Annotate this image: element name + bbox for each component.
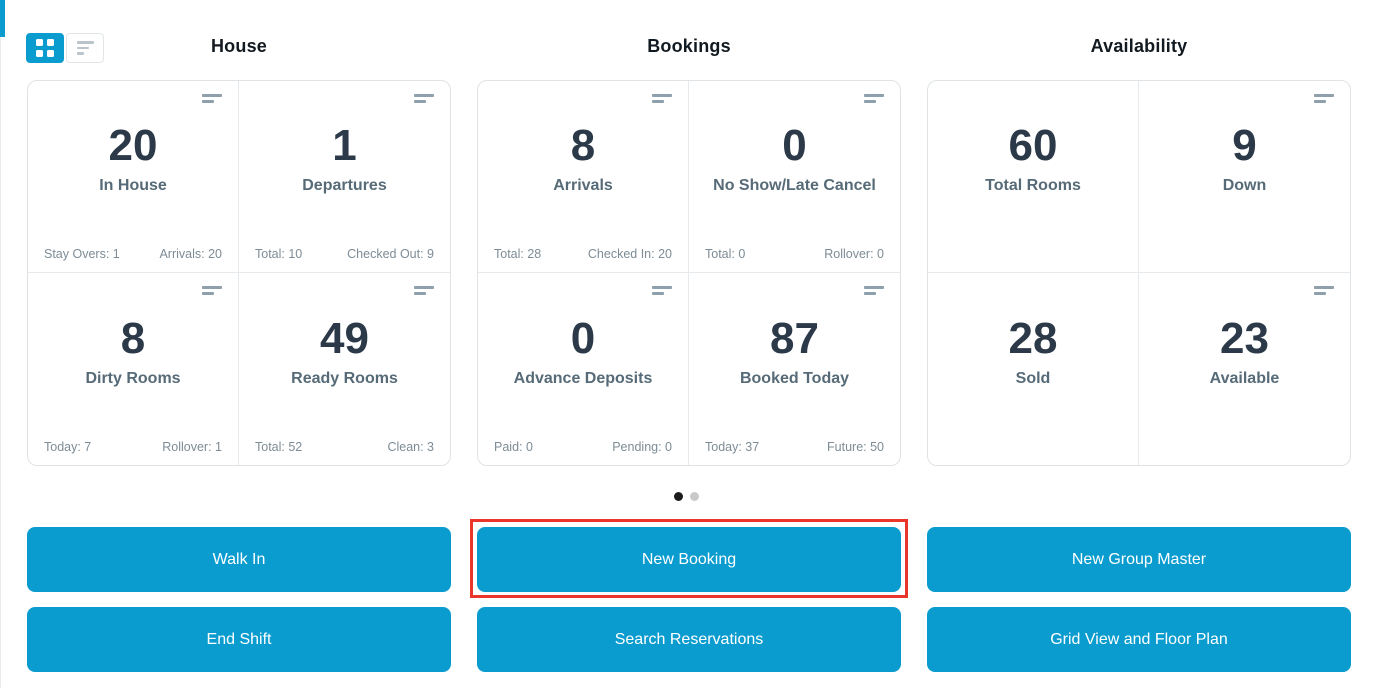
stat-value: 8 (120, 313, 146, 363)
list-view-icon (76, 41, 94, 55)
stat-footer-left: Today: 7 (44, 440, 92, 454)
walk-in-button[interactable]: Walk In (27, 527, 451, 592)
stat-card-sold[interactable]: 28 Sold (928, 273, 1139, 465)
card-menu-icon[interactable] (1314, 286, 1334, 295)
stat-group-house: 20 In House Stay Overs: 1 Arrivals: 20 1… (27, 80, 451, 466)
stat-card-total-rooms[interactable]: 60 Total Rooms (928, 81, 1139, 273)
card-menu-icon[interactable] (864, 286, 884, 295)
search-reservations-button[interactable]: Search Reservations (477, 607, 901, 672)
stat-value: 1 (332, 121, 357, 170)
stat-label: Departures (302, 177, 387, 194)
stat-card-advance-deposits[interactable]: 0 Advance Deposits Paid: 0 Pending: 0 (478, 273, 689, 465)
stat-card-available[interactable]: 23 Available (1139, 273, 1350, 465)
section-title-bookings: Bookings (647, 36, 731, 56)
stat-footer-right: Rollover: 0 (824, 247, 884, 261)
stat-label: Total Rooms (985, 177, 1081, 194)
carousel-dot-2[interactable] (690, 492, 699, 501)
page-left-border (0, 0, 1, 688)
stat-footer-left: Total: 28 (494, 247, 542, 261)
card-menu-icon[interactable] (202, 286, 222, 295)
stat-footer-right: Arrivals: 20 (159, 247, 222, 261)
stat-card-no-show-late-cancel[interactable]: 0 No Show/Late Cancel Total: 0 Rollover:… (689, 81, 900, 273)
grid-view-icon (36, 39, 54, 57)
card-menu-icon[interactable] (414, 94, 434, 103)
stat-value: 0 (782, 121, 807, 170)
card-menu-icon[interactable] (1314, 94, 1334, 103)
stat-label: Advance Deposits (513, 369, 653, 387)
stat-value: 60 (1008, 121, 1058, 170)
stat-card-booked-today[interactable]: 87 Booked Today Today: 37 Future: 50 (689, 273, 900, 465)
stat-footer-left: Stay Overs: 1 (44, 247, 120, 261)
stat-footer-right: Rollover: 1 (162, 440, 222, 454)
card-menu-icon[interactable] (414, 286, 434, 295)
stat-label: Down (1222, 177, 1267, 194)
stat-value: 87 (770, 313, 819, 363)
new-group-master-button[interactable]: New Group Master (927, 527, 1351, 592)
stat-card-dirty-rooms[interactable]: 8 Dirty Rooms Today: 7 Rollover: 1 (28, 273, 239, 465)
new-booking-button[interactable]: New Booking (477, 527, 901, 592)
stat-value: 8 (570, 121, 596, 170)
stat-value: 49 (320, 313, 369, 363)
card-menu-icon[interactable] (652, 94, 672, 103)
card-menu-icon[interactable] (202, 94, 222, 103)
stat-label: Available (1209, 369, 1280, 387)
stat-value: 28 (1008, 313, 1058, 363)
stat-footer-left: Total: 0 (705, 247, 746, 261)
stat-label: Sold (1015, 369, 1051, 387)
stat-card-down[interactable]: 9 Down (1139, 81, 1350, 273)
stat-label: In House (99, 177, 167, 194)
view-toggle (26, 33, 104, 63)
stat-footer-right: Clean: 3 (387, 440, 434, 454)
end-shift-button[interactable]: End Shift (27, 607, 451, 672)
stat-value: 0 (570, 313, 596, 363)
stat-card-ready-rooms[interactable]: 49 Ready Rooms Total: 52 Clean: 3 (239, 273, 450, 465)
stat-footer-left: Paid: 0 (494, 440, 533, 454)
list-view-toggle-button[interactable] (66, 33, 104, 63)
stat-footer-right: Future: 50 (827, 440, 884, 454)
stat-label: Dirty Rooms (85, 369, 181, 387)
stat-card-in-house[interactable]: 20 In House Stay Overs: 1 Arrivals: 20 (28, 81, 239, 273)
stat-value: 23 (1220, 313, 1269, 363)
grid-view-toggle-button[interactable] (26, 33, 64, 63)
stat-footer-left: Today: 37 (705, 440, 760, 454)
stat-label: No Show/Late Cancel (713, 177, 876, 194)
card-menu-icon[interactable] (864, 94, 884, 103)
stat-card-departures[interactable]: 1 Departures Total: 10 Checked Out: 9 (239, 81, 450, 273)
stat-label: Arrivals (553, 177, 613, 194)
section-title-house: House (210, 36, 267, 56)
carousel-dots (0, 492, 1373, 501)
card-menu-icon[interactable] (652, 286, 672, 295)
grid-view-floor-plan-button[interactable]: Grid View and Floor Plan (927, 607, 1351, 672)
stat-footer-right: Checked Out: 9 (347, 247, 434, 261)
section-title-availability: Availability (1090, 36, 1188, 56)
stat-footer-right: Checked In: 20 (587, 247, 672, 261)
stat-group-bookings: 8 Arrivals Total: 28 Checked In: 20 0 No… (477, 80, 901, 466)
accent-bar (0, 0, 5, 37)
stat-label: Booked Today (739, 369, 850, 387)
stat-label: Ready Rooms (291, 369, 398, 387)
stat-footer-left: Total: 52 (255, 440, 303, 454)
carousel-dot-1[interactable] (674, 492, 683, 501)
stat-footer-right: Pending: 0 (612, 440, 672, 454)
stat-footer-left: Total: 10 (255, 247, 303, 261)
stat-card-arrivals[interactable]: 8 Arrivals Total: 28 Checked In: 20 (478, 81, 689, 273)
stat-value: 20 (108, 121, 158, 170)
stat-value: 9 (1232, 121, 1257, 170)
stat-group-availability: 60 Total Rooms 9 Down 28 Sold 23 Availab… (927, 80, 1351, 466)
